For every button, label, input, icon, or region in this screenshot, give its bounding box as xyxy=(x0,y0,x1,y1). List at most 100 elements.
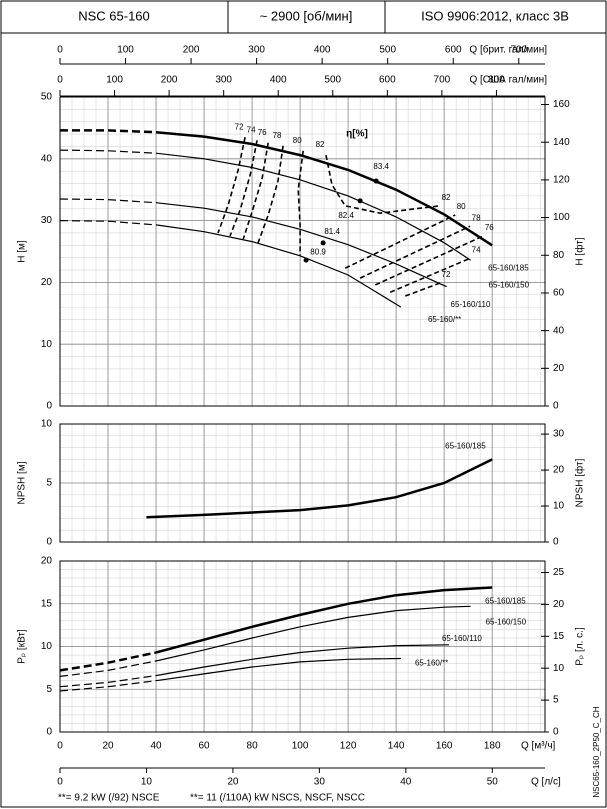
x-tick-label: 180 xyxy=(484,741,501,752)
y-tick-label: 40 xyxy=(41,153,53,164)
curve-label: 65-160/** xyxy=(428,315,461,324)
y-tick-label: 50 xyxy=(41,92,53,103)
bottom-tick-label: 30 xyxy=(314,777,326,788)
top-tick-label: 500 xyxy=(324,75,341,86)
y2-tick-label: 25 xyxy=(553,567,565,578)
top-tick-label: 100 xyxy=(106,75,123,86)
efficiency-point xyxy=(357,198,363,204)
point-label: 82.4 xyxy=(338,211,354,220)
bottom-tick-label: 20 xyxy=(227,777,239,788)
curve-label: 65-160/110 xyxy=(442,634,482,643)
y-tick-label: 20 xyxy=(41,556,53,567)
y2-tick-label: 0 xyxy=(553,537,559,548)
y2-tick-label: 10 xyxy=(553,663,565,674)
x-tick-label: 80 xyxy=(247,741,259,752)
y-tick-label: 10 xyxy=(41,641,53,652)
curve xyxy=(155,202,447,288)
efficiency-label: 80 xyxy=(293,136,302,145)
y2-tick-label: 20 xyxy=(553,363,565,374)
plot-frame xyxy=(59,96,546,407)
curve xyxy=(155,130,493,247)
side-label: NSC65-160_2P50_C_CH xyxy=(592,706,601,797)
x-tick-label: 0 xyxy=(57,741,63,752)
curve xyxy=(155,586,493,654)
top-tick-label: 300 xyxy=(215,75,232,86)
curve xyxy=(155,224,402,308)
top-axis-label: Q [брит. гал/мин] xyxy=(469,44,547,56)
y2-tick-label: 20 xyxy=(553,599,565,610)
plot-frame xyxy=(59,423,546,543)
point-label: 80.9 xyxy=(310,247,326,256)
top-tick-label: 200 xyxy=(183,45,200,56)
y-tick-label: 0 xyxy=(46,727,52,738)
efficiency-point xyxy=(373,178,379,184)
curve-label: 65-160/185 xyxy=(488,263,529,272)
y-tick-label: 15 xyxy=(41,598,53,609)
top-tick-label: 300 xyxy=(248,45,265,56)
y-tick-label: 5 xyxy=(46,684,52,695)
y2-tick-label: 15 xyxy=(553,631,565,642)
top-tick-label: 400 xyxy=(270,75,287,86)
top-tick-label: 600 xyxy=(445,45,462,56)
y-tick-label: 10 xyxy=(41,339,53,350)
curve-label: 65-160/185 xyxy=(445,442,486,451)
y2-tick-label: 60 xyxy=(553,288,565,299)
efficiency-label: 78 xyxy=(273,131,282,140)
y2-tick-label: 40 xyxy=(553,325,565,336)
y-tick-label: 10 xyxy=(41,419,53,430)
efficiency-label: 78 xyxy=(472,213,481,222)
efficiency-label: 82 xyxy=(442,193,451,202)
curve-dashed xyxy=(59,149,157,154)
x-tick-label: 160 xyxy=(436,741,453,752)
top-tick-label: 0 xyxy=(57,45,63,56)
efficiency-line xyxy=(325,154,441,215)
top-tick-label: 500 xyxy=(379,45,396,56)
efficiency-line xyxy=(297,150,456,269)
bottom-tick-label: 50 xyxy=(487,777,499,788)
curve xyxy=(146,458,493,519)
curve-dashed xyxy=(60,129,157,134)
y-tick-label: 0 xyxy=(46,537,52,548)
efficiency-label: 72 xyxy=(235,122,244,131)
y2-tick-label: 0 xyxy=(553,401,559,412)
y-axis-label: H [м] xyxy=(17,240,28,263)
efficiency-line xyxy=(229,140,471,294)
point-label: 81.4 xyxy=(324,227,340,236)
efficiency-line xyxy=(217,137,441,297)
header-speed: ~ 2900 [об/мин] xyxy=(260,8,353,23)
y-tick-label: 0 xyxy=(46,401,52,412)
y-tick-label: 20 xyxy=(41,277,53,288)
y-axis-label: Pₚ [кВт] xyxy=(17,629,28,664)
curve-dashed xyxy=(59,675,157,688)
curve-label: 65-160/150 xyxy=(489,280,530,289)
x-tick-label: 40 xyxy=(150,741,162,752)
bottom-tick-label: 40 xyxy=(400,777,412,788)
top-tick-label: 700 xyxy=(434,75,451,86)
point-label: 83.4 xyxy=(373,162,389,171)
efficiency-line xyxy=(257,145,471,279)
efficiency-label: 76 xyxy=(485,223,494,232)
y2-tick-label: 30 xyxy=(553,429,565,440)
efficiency-title: η[%] xyxy=(346,129,368,140)
footnote: **= 9.2 kW (/92) NSCE xyxy=(58,793,160,804)
plot-frame xyxy=(59,560,546,733)
y2-axis-label: NPSH [фт] xyxy=(574,458,586,507)
efficiency-label: 74 xyxy=(472,245,481,254)
y2-tick-label: 80 xyxy=(553,250,565,261)
top-tick-label: 400 xyxy=(314,45,331,56)
curve-dashed xyxy=(59,651,157,672)
efficiency-label: 76 xyxy=(258,128,267,137)
efficiency-label: 80 xyxy=(457,202,466,211)
y2-tick-label: 5 xyxy=(553,695,559,706)
x-axis-label: Q [м³/ч] xyxy=(521,741,556,752)
y-axis-label: NPSH [м] xyxy=(17,461,28,504)
y-tick-label: 5 xyxy=(46,478,52,489)
top-tick-label: 0 xyxy=(57,75,63,86)
efficiency-point xyxy=(320,240,326,246)
x-tick-label: 140 xyxy=(388,741,405,752)
bottom-tick-label: 0 xyxy=(57,777,63,788)
bottom-axis-label: Q [л/с] xyxy=(531,777,561,788)
curve-dashed xyxy=(59,198,157,204)
